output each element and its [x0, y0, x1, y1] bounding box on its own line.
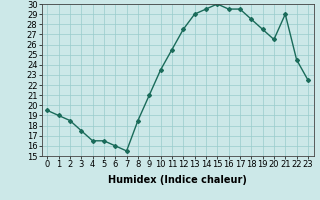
X-axis label: Humidex (Indice chaleur): Humidex (Indice chaleur) — [108, 175, 247, 185]
